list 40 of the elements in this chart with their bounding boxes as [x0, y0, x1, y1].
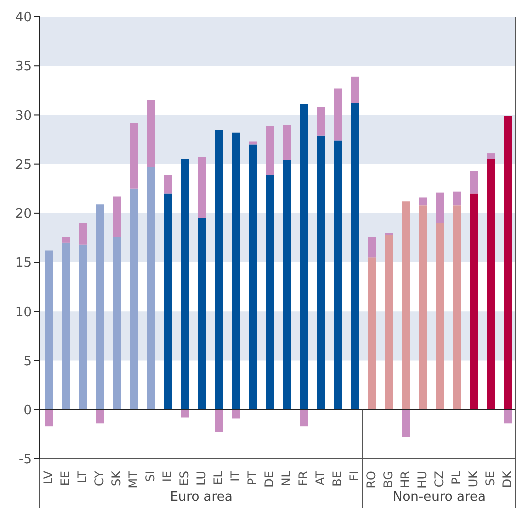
x-tick-label: EL — [212, 470, 226, 486]
y-tick-label: 35 — [15, 60, 32, 75]
x-tick-label: DE — [262, 471, 276, 488]
x-tick-label: IE — [160, 471, 174, 482]
y-tick-label: 0 — [24, 404, 32, 419]
text: Non-euro area — [392, 490, 487, 505]
text: Euro area — [169, 490, 234, 505]
y-tick-label: 10 — [15, 305, 32, 320]
x-tick-label: AT — [314, 470, 328, 486]
x-tick-label: DK — [500, 470, 514, 488]
x-tick-label: PL — [450, 470, 464, 485]
x-tick-label: CZ — [432, 471, 446, 488]
x-tick-label: MT — [126, 470, 140, 489]
x-tick-label: PT — [246, 470, 260, 486]
y-tick-label: 20 — [15, 207, 32, 222]
x-tick-label: LT — [76, 470, 90, 484]
y-tick-label: 40 — [15, 10, 32, 26]
y-tick-label: 25 — [15, 158, 32, 173]
x-tick-label: SE — [484, 471, 498, 486]
x-tick-label: CY — [92, 470, 106, 486]
x-tick-label: HU — [416, 471, 430, 489]
x-tick-label: SK — [110, 470, 124, 486]
x-tick-label: NL — [280, 470, 294, 487]
x-tick-label: ES — [178, 471, 192, 486]
y-tick-label: 5 — [24, 354, 32, 370]
x-tick-label: FI — [348, 471, 362, 482]
x-tick-label: IT — [228, 470, 242, 482]
x-tick-label: EE — [58, 471, 72, 486]
y-tick-label: -5 — [19, 452, 32, 468]
x-tick-label: BE — [330, 471, 344, 487]
x-tick-label: RO — [364, 471, 378, 489]
x-tick-label: SI — [144, 471, 158, 482]
x-tick-label: FR — [296, 471, 310, 486]
x-tick-label: LU — [194, 471, 208, 486]
x-tick-label: HR — [398, 471, 412, 488]
y-tick-label: 15 — [15, 256, 32, 272]
y-tick-label: 30 — [15, 108, 32, 124]
x-tick-label: UK — [466, 470, 480, 488]
x-tick-label: BG — [382, 471, 396, 488]
x-tick-label: LV — [42, 470, 56, 485]
